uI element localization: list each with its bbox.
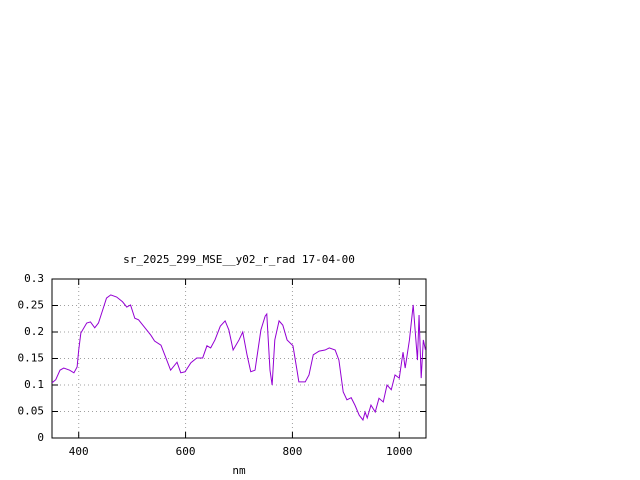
x-tick-label: 600 — [176, 445, 196, 458]
x-tick-label: 400 — [69, 445, 89, 458]
y-tick-label: 0.15 — [18, 352, 45, 365]
plot-border — [51, 278, 427, 439]
data-line — [51, 294, 426, 422]
x-tick-label: 800 — [282, 445, 302, 458]
y-tick-label: 0.05 — [18, 405, 45, 418]
y-tick-label: 0.25 — [18, 299, 45, 312]
x-tick-label: 1000 — [386, 445, 413, 458]
y-tick-label: 0.3 — [24, 272, 44, 285]
y-tick-label: 0 — [37, 431, 44, 444]
y-tick-label: 0.2 — [24, 325, 44, 338]
chart-title: sr_2025_299_MSE__y02_r_rad 17-04-00 — [123, 253, 355, 266]
y-tick-label: 0.1 — [24, 378, 44, 391]
x-axis-label: nm — [232, 464, 246, 477]
